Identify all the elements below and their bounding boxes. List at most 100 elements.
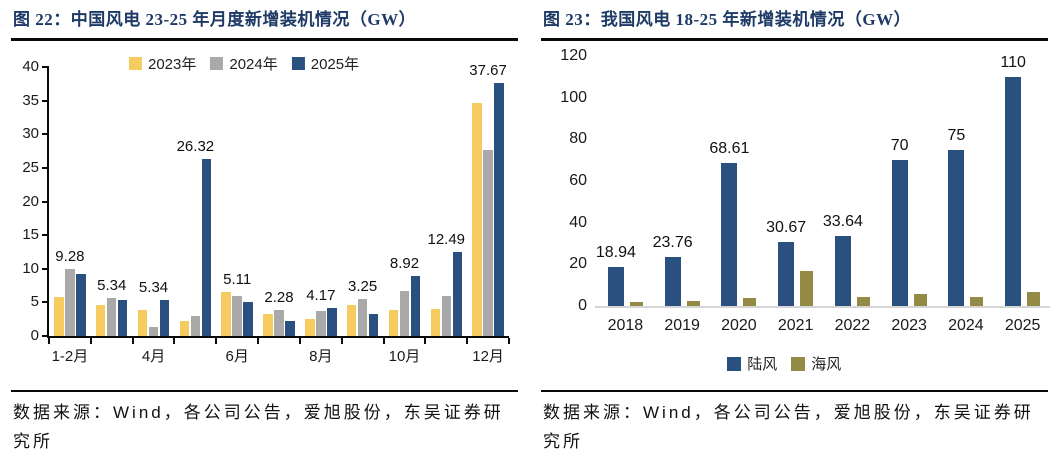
bar [232, 295, 242, 336]
bar [664, 256, 681, 306]
bar [263, 313, 273, 336]
x-tick-label: 1-2月 [51, 348, 89, 365]
y-tick-label: 5 [30, 293, 39, 311]
legend: 2023年 2024年 2025年 [122, 53, 366, 74]
bar [410, 276, 421, 336]
bar [76, 273, 86, 336]
bar [686, 301, 700, 306]
bar [117, 300, 128, 336]
y-tick-mark [42, 99, 49, 102]
bar [441, 295, 452, 336]
legend-item: 2024年 [210, 53, 278, 74]
bar [65, 269, 75, 336]
y-tick-label: 40 [569, 213, 587, 231]
bar [368, 314, 379, 336]
bar [316, 311, 326, 336]
y-tick-label: 35 [22, 91, 39, 109]
data-label: 23.76 [652, 233, 693, 251]
x-tick-label: 6月 [225, 348, 249, 365]
x-tick-label: 8月 [309, 348, 333, 365]
y-tick-label: 0 [578, 297, 587, 314]
data-label: 12.49 [427, 231, 466, 248]
bar [305, 318, 315, 336]
x-tick-label: 12月 [472, 348, 504, 365]
x-tick-mark [508, 338, 510, 344]
bar [285, 320, 295, 336]
bar [800, 270, 814, 306]
bar [179, 321, 190, 336]
legend-label: 海风 [811, 356, 842, 373]
bar [452, 252, 463, 336]
bar [137, 309, 148, 336]
bar [274, 309, 284, 336]
x-tick-mark [466, 338, 469, 344]
figure-22-chart: 0 5 10 15 20 25 30 35 40 9.28 5.34 5.34 26.32 5.11 2.2… [9, 41, 520, 390]
legend-label: 陆风 [747, 356, 778, 373]
bar [494, 82, 504, 336]
data-label: 2.28 [264, 288, 294, 306]
bar [190, 316, 201, 336]
data-label: 18.94 [595, 243, 636, 261]
bar [430, 309, 441, 336]
figure-23-source: 数据来源：Wind，各公司公告，爱旭股份，东吴证券研究所 [541, 390, 1048, 463]
x-tick-mark [48, 338, 50, 344]
bar [970, 296, 984, 306]
data-label: 68.61 [709, 140, 750, 158]
x-tick-label: 2023 [891, 317, 927, 334]
y-tick-mark [42, 335, 49, 337]
panel-figure-22: 图 22：中国风电 23-25 年月度新增装机情况（GW） 0 5 10 15 20 25… [0, 0, 529, 463]
bar [743, 298, 757, 306]
data-label: 4.17 [306, 286, 336, 304]
x-tick-label: 2021 [777, 317, 814, 334]
y-tick-mark [42, 133, 49, 136]
x-tick-mark [424, 338, 427, 344]
x-tick-mark [131, 338, 134, 344]
bar [388, 309, 399, 336]
figure-23-title: 图 23：我国风电 18-25 年新增装机情况（GW） [541, 0, 1048, 41]
data-label: 33.64 [822, 212, 863, 230]
y-tick-label: 120 [560, 47, 587, 64]
x-tick-label: 2019 [664, 317, 700, 334]
bar [357, 299, 368, 336]
bar [346, 305, 357, 336]
legend-swatch-icon [291, 57, 305, 70]
x-tick-mark [382, 338, 385, 344]
y-tick-label: 0 [30, 327, 39, 344]
bar [201, 158, 212, 336]
x-axis-line [595, 306, 1050, 308]
data-label: 5.11 [223, 270, 252, 288]
y-tick-mark [42, 166, 49, 169]
bar [221, 291, 231, 336]
y-axis-line [47, 67, 49, 336]
x-tick-mark [173, 338, 176, 344]
legend-item: 2025年 [291, 53, 359, 74]
y-tick-mark [42, 200, 49, 203]
bar [159, 300, 170, 336]
bar [106, 298, 117, 336]
bar [721, 163, 738, 306]
data-label: 70 [890, 137, 909, 155]
x-tick-label: 10月 [388, 348, 421, 365]
bar [913, 293, 927, 306]
legend: 陆风 海风 [720, 353, 848, 374]
legend-label: 2023年 [147, 56, 197, 73]
bar [472, 103, 482, 336]
x-tick-mark [89, 338, 92, 344]
y-tick-mark [42, 66, 49, 68]
data-label: 3.25 [348, 278, 378, 295]
data-label: 37.67 [469, 61, 507, 79]
legend-item: 陆风 [727, 353, 777, 374]
data-label: 75 [947, 126, 966, 144]
legend-item: 海风 [791, 353, 841, 374]
x-tick-mark [215, 338, 218, 344]
legend-swatch-icon [128, 57, 142, 70]
bar [54, 296, 64, 336]
y-tick-mark [42, 267, 49, 270]
x-tick-mark [257, 338, 260, 344]
legend-swatch-icon [791, 356, 806, 371]
y-tick-label: 100 [560, 88, 587, 106]
bar [778, 242, 795, 306]
x-tick-label: 2020 [721, 317, 757, 334]
x-axis-line [47, 336, 509, 338]
